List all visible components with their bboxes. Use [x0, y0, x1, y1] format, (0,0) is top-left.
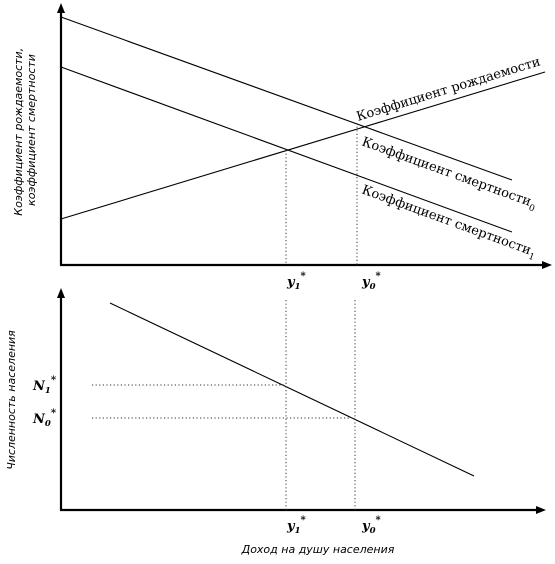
y0-star-label-top: y0* [361, 271, 381, 292]
death-rate-1-subscript: 1 [527, 252, 536, 263]
y1-star-label-bottom: y1* [286, 515, 306, 536]
top-y-axis-arrow [57, 3, 65, 13]
population-line [109, 302, 475, 477]
bottom-x-axis-arrow [536, 506, 546, 514]
top-y-axis-label-line2: коэффициент смертности [25, 54, 38, 206]
death-rate-0-subscript: 0 [527, 203, 536, 214]
n0-star-label: N0* [32, 408, 57, 429]
bottom-y-axis-label: Численность населения [5, 330, 18, 470]
bottom-y-axis-label-text: Численность населения [5, 330, 18, 470]
birth-rate-line [60, 71, 546, 220]
bottom-y-axis-arrow [57, 288, 65, 298]
bottom-x-axis-label-text: Доход на душу населения [241, 543, 395, 556]
top-x-axis-arrow [542, 261, 552, 269]
top-panel: Коэффициент рождаемости, коэффициент сме… [12, 3, 552, 292]
birth-rate-label: Коэффициент рождаемости [355, 54, 543, 124]
death-rate-0-line [60, 16, 513, 181]
y0-star-label-bottom: y0* [361, 515, 381, 536]
bottom-x-axis-label: Доход на душу населения [241, 543, 395, 556]
top-y-axis-label-line1: Коэффициент рождаемости, [12, 48, 25, 216]
n1-star-label: N1* [32, 375, 57, 396]
birth-rate-label-text: Коэффициент рождаемости [355, 54, 543, 124]
top-y-axis-label: Коэффициент рождаемости, коэффициент сме… [12, 44, 38, 215]
bottom-panel: Численность населения N1* N0* y1* y0* До… [5, 288, 546, 556]
death-rate-1-line [60, 66, 513, 233]
y1-star-label-top: y1* [286, 271, 306, 292]
